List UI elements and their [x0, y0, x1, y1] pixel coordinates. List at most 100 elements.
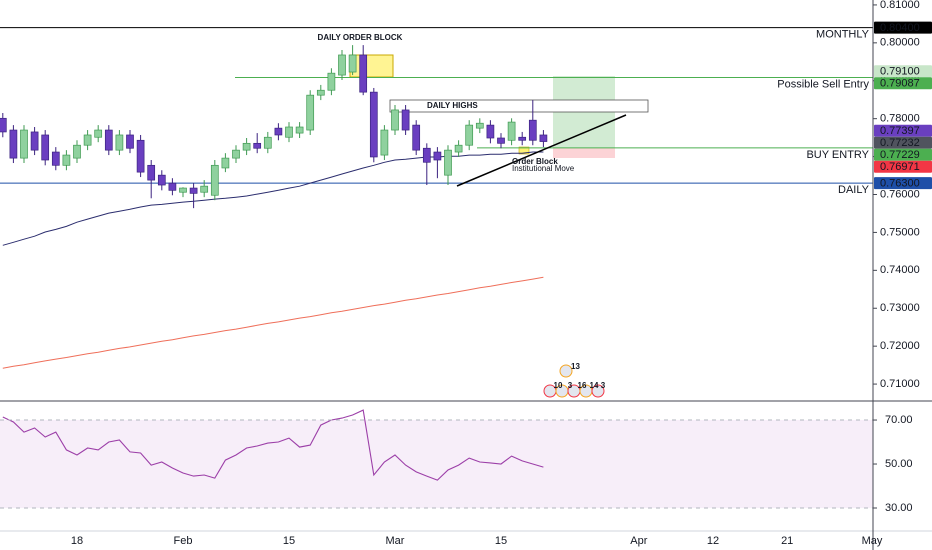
price-label-bg — [874, 136, 932, 149]
event-icon[interactable] — [559, 364, 573, 378]
candle-body — [274, 127, 283, 136]
x-tick-label: 15 — [495, 535, 507, 547]
candle-body — [210, 164, 219, 196]
candle-body — [0, 117, 7, 133]
level-name: BUY ENTRY — [806, 149, 869, 161]
x-tick-label: Feb — [174, 535, 193, 547]
y-tick-label: 0.78000 — [880, 113, 920, 125]
candle-body — [380, 129, 389, 156]
candle-body — [295, 126, 304, 134]
candle-body — [242, 142, 251, 151]
y-tick-label: 0.74000 — [880, 264, 920, 276]
y-tick-label: 0.76000 — [880, 188, 920, 200]
small-order-block — [518, 146, 530, 155]
level-name: MONTHLY — [816, 29, 870, 41]
candle-body — [179, 187, 187, 193]
price-label-bg — [874, 124, 932, 137]
candle-body — [126, 134, 134, 149]
candle-body — [168, 182, 177, 191]
x-tick-label: 21 — [781, 535, 793, 547]
candle-body — [348, 54, 357, 73]
candle-body — [518, 136, 527, 141]
candle-body — [465, 124, 474, 146]
candle-body — [401, 109, 410, 131]
order-block-label: DAILY ORDER BLOCK — [318, 33, 403, 42]
marks: MONTHLY Possible Sell Entry BUY ENTRY DAILY — [0, 27, 873, 509]
candle-body — [263, 136, 272, 149]
candle-body — [94, 129, 103, 138]
candle-body — [359, 54, 368, 93]
candle-body — [507, 121, 516, 141]
price-label: 0.76300 — [880, 178, 920, 190]
price-axis-bg — [873, 0, 932, 550]
y-tick-label: 0.71000 — [880, 378, 920, 390]
event-count: 10 — [554, 381, 563, 390]
moving-average — [2, 151, 544, 246]
rsi-tick-label: 70.00 — [885, 414, 913, 426]
candle-body — [306, 94, 315, 131]
candle-body — [221, 157, 230, 169]
candle-body — [51, 151, 60, 166]
rsi-tick-label: 50.00 — [885, 458, 913, 470]
order-block-small-label: Order Block — [512, 157, 558, 166]
price-label-bg — [874, 21, 932, 34]
event-icon[interactable] — [591, 384, 605, 398]
candle-body — [200, 185, 209, 193]
moving-average — [2, 276, 544, 369]
price-label: 0.77397 — [880, 125, 920, 137]
candle-body — [338, 54, 346, 76]
candle-body — [316, 89, 325, 96]
candle-body — [20, 129, 28, 159]
candle-body — [486, 124, 495, 139]
candle-body — [433, 151, 442, 161]
candle-body — [422, 147, 431, 163]
candle-body — [412, 124, 421, 151]
y-tick-label: 0.72000 — [880, 340, 920, 352]
trend-line — [456, 114, 627, 187]
candle-body — [497, 137, 505, 144]
daily-highs-box — [389, 99, 649, 113]
price-label: 0.76971 — [880, 161, 920, 173]
rsi-band — [0, 420, 873, 509]
candle-body — [115, 134, 124, 151]
candle-body — [83, 134, 92, 146]
candle-body — [475, 122, 484, 129]
candle-body — [444, 149, 452, 176]
price-label: 0.77232 — [880, 137, 920, 149]
candle-body — [62, 154, 71, 166]
daily-highs-label: DAILY HIGHS — [427, 101, 478, 110]
candle-body — [539, 134, 548, 142]
price-label-bg — [874, 65, 932, 78]
loss-zone — [553, 148, 615, 158]
event-count: 3 — [568, 381, 573, 390]
rsi-tick-label: 30.00 — [885, 502, 913, 514]
candle-body — [369, 91, 378, 158]
price-label-bg — [874, 177, 932, 190]
candle-body — [41, 134, 50, 161]
x-tick-label: Mar — [386, 535, 405, 547]
price-label-bg — [874, 77, 932, 90]
price-label: 0.79087 — [880, 78, 920, 90]
candle-body — [30, 131, 39, 151]
x-tick-label: 15 — [283, 535, 295, 547]
candle-body — [454, 144, 463, 153]
candle-body — [232, 149, 240, 159]
rsi-line — [2, 409, 544, 481]
y-tick-label: 0.80000 — [880, 37, 920, 49]
price-label: 0.79100 — [880, 66, 920, 78]
event-count: 13 — [571, 362, 580, 371]
candle-body — [157, 174, 166, 186]
candle-body — [104, 129, 113, 151]
candle-body — [73, 144, 81, 159]
institutional-move-label: Institutional Move — [512, 164, 575, 173]
candle-body — [391, 109, 399, 131]
drawings-over: DAILY ORDER BLOCK DAILY HIGHS Order Bloc… — [318, 33, 627, 398]
candle-body — [9, 129, 18, 159]
event-count: 3 — [601, 381, 606, 390]
candle-body — [327, 72, 336, 91]
candle-body — [136, 139, 145, 173]
candle-body — [528, 119, 537, 141]
x-tick-label: 18 — [71, 535, 83, 547]
